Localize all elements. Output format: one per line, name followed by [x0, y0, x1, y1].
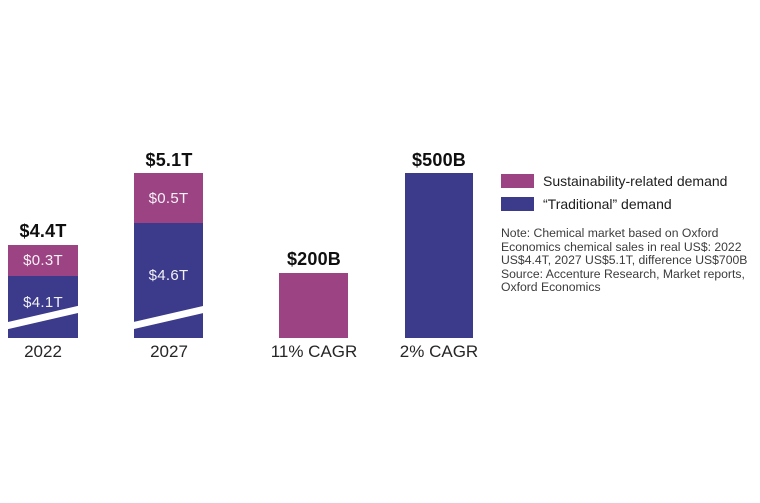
- bar-total-label-2022: $4.4T: [19, 221, 67, 241]
- x-axis-label-2027: 2027: [150, 342, 188, 361]
- x-axis-label-2022: 2022: [24, 342, 62, 361]
- bar-segment-traditional-cagr: [405, 173, 473, 338]
- axis-break-marker: [134, 304, 203, 331]
- note-line: Source: Accenture Research, Market repor…: [501, 266, 745, 281]
- legend-label: “Traditional” demand: [543, 196, 672, 212]
- bar-segment-sustainability-2022: $0.3T: [8, 245, 78, 276]
- segment-value-label: $4.1T: [23, 293, 63, 311]
- note-line: US$4.4T, 2027 US$5.1T, difference US$700…: [501, 253, 748, 268]
- segment-value-label: $0.5T: [148, 189, 189, 207]
- note-line: Economics chemical sales in real US$: 20…: [501, 239, 742, 254]
- legend-swatch-traditional: [501, 197, 534, 211]
- bar-segment-traditional-2027: $4.6T: [134, 223, 203, 338]
- legend: Sustainability-related demand “Tradition…: [501, 173, 727, 212]
- bar-segment-traditional-2022: $4.1T: [8, 276, 78, 338]
- legend-swatch-sustainability: [501, 174, 534, 188]
- legend-item-traditional: “Traditional” demand: [501, 196, 727, 212]
- legend-item-sustainability: Sustainability-related demand: [501, 173, 727, 189]
- bar-segment-sustainability-2027: $0.5T: [134, 173, 203, 223]
- bar-total-label-500b: $500B: [411, 150, 467, 170]
- x-axis-label-11-cagr: 11% CAGR: [270, 342, 358, 361]
- x-axis-label-2-cagr: 2% CAGR: [399, 342, 479, 361]
- bar-segment-sustainability-cagr: [279, 273, 348, 338]
- bar-total-label-200b: $200B: [286, 249, 342, 269]
- note-text: Note: Chemical market based on Oxford Ec…: [501, 226, 760, 295]
- note-line: Note: Chemical market based on Oxford: [501, 226, 719, 240]
- note-line: Oxford Economics: [501, 280, 601, 295]
- legend-label: Sustainability-related demand: [543, 173, 728, 189]
- segment-value-label: $4.6T: [148, 267, 189, 284]
- segment-value-label: $0.3T: [23, 252, 63, 269]
- bar-total-label-2027: $5.1T: [145, 150, 193, 170]
